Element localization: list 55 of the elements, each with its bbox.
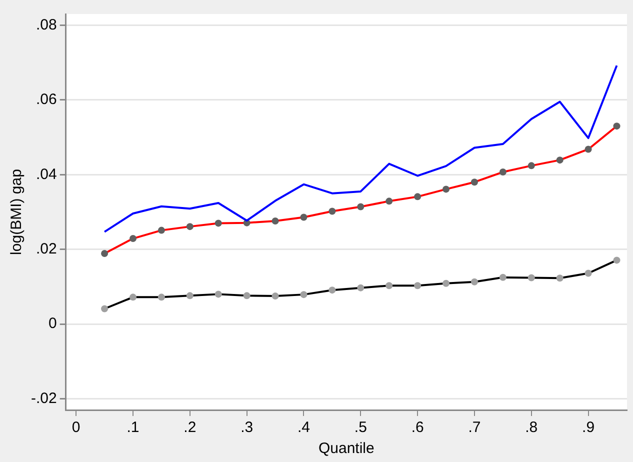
point bbox=[556, 156, 564, 164]
point bbox=[528, 274, 535, 282]
point bbox=[300, 214, 308, 221]
point bbox=[442, 280, 450, 287]
point bbox=[328, 208, 336, 215]
point bbox=[101, 250, 108, 257]
point bbox=[272, 292, 279, 300]
x-tick-label: .4 bbox=[297, 419, 310, 436]
point bbox=[499, 274, 506, 281]
point bbox=[414, 282, 422, 290]
y-tick-label: 0 bbox=[48, 315, 57, 332]
point bbox=[556, 274, 564, 282]
point bbox=[470, 278, 478, 286]
point bbox=[130, 294, 137, 301]
point bbox=[214, 220, 222, 227]
point bbox=[130, 235, 137, 242]
point bbox=[613, 122, 620, 130]
point bbox=[584, 270, 592, 277]
point bbox=[386, 198, 393, 205]
point bbox=[357, 203, 364, 210]
x-tick-label: .6 bbox=[411, 419, 424, 436]
x-tick-label: .2 bbox=[184, 419, 196, 436]
point bbox=[357, 284, 364, 292]
point bbox=[214, 290, 222, 298]
point bbox=[584, 146, 592, 153]
point bbox=[470, 178, 478, 186]
point bbox=[499, 168, 506, 176]
y-axis-title: log(BMI) gap bbox=[8, 169, 26, 255]
point bbox=[300, 291, 308, 298]
x-tick-label: .3 bbox=[240, 419, 254, 436]
point bbox=[528, 162, 535, 170]
y-tick-label: .06 bbox=[36, 91, 57, 108]
x-tick-label: .9 bbox=[582, 419, 595, 436]
x-tick-label: .8 bbox=[525, 419, 538, 436]
x-tick-label: .5 bbox=[354, 419, 367, 436]
point bbox=[414, 193, 422, 200]
y-tick-label: .08 bbox=[36, 16, 57, 34]
point bbox=[186, 223, 194, 230]
point bbox=[613, 256, 620, 264]
x-tick-label: .7 bbox=[468, 419, 481, 436]
point bbox=[442, 186, 450, 193]
y-tick-label: -.02 bbox=[30, 390, 57, 407]
point bbox=[186, 292, 194, 300]
point bbox=[158, 226, 165, 234]
point bbox=[243, 292, 250, 300]
point bbox=[158, 294, 165, 301]
y-tick-label: .02 bbox=[36, 240, 57, 258]
point bbox=[101, 305, 108, 312]
point bbox=[328, 286, 336, 294]
y-tick-label: .04 bbox=[36, 166, 57, 183]
x-tick-label: 0 bbox=[72, 419, 80, 436]
x-axis-title: Quantile bbox=[318, 440, 374, 458]
point bbox=[272, 217, 279, 224]
point bbox=[386, 282, 393, 290]
x-tick-label: .1 bbox=[126, 419, 140, 436]
